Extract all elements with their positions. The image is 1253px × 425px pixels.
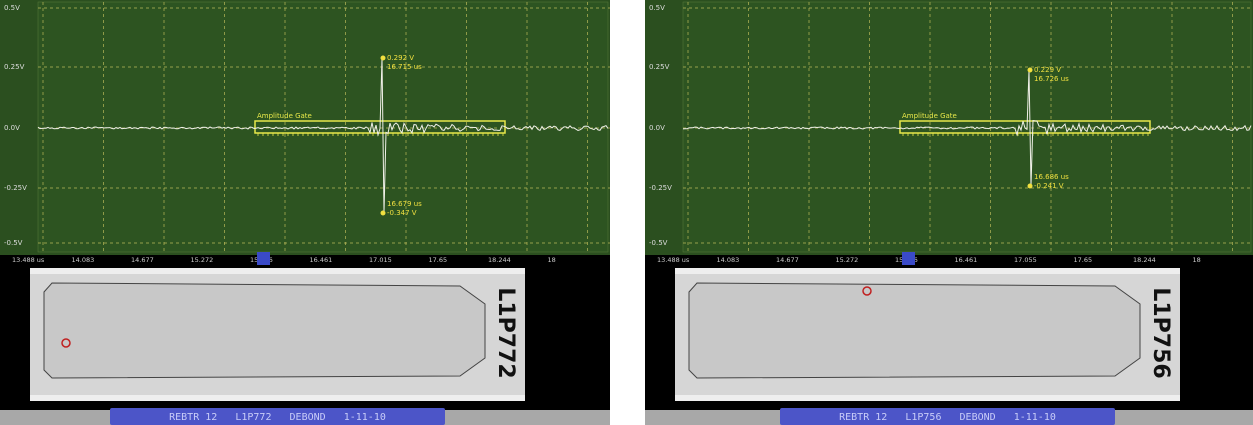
amplitude-gate [899, 120, 1151, 134]
scope-panel: 0.5V 0.25V 0.0V -0.25V -0.5V Amplitude Gate 0.… [0, 0, 610, 425]
waveform [37, 57, 609, 214]
caption: REBTR 12 L1P772 DEBOND 1-11-10 [169, 412, 386, 423]
gate-label: Amplitude Gate [257, 112, 312, 120]
x-axis-label: 18.244 [488, 256, 511, 264]
plot-area [37, 1, 609, 253]
y-axis-label: -0.5V [649, 239, 668, 247]
y-axis-label: 0.25V [649, 63, 670, 71]
x-axis-label: 17.055 [1014, 256, 1037, 264]
trough-value: -0.241 V [1034, 182, 1064, 190]
trough-cursor [1027, 183, 1033, 189]
plate-edge [675, 268, 1180, 274]
x-axis-label: 15.272 [191, 256, 214, 264]
peak-cursor [1027, 67, 1033, 73]
plate-edge [30, 268, 525, 274]
x-axis-label: 18 [1193, 256, 1201, 264]
x-axis-label: 16.461 [955, 256, 978, 264]
plate-edge [30, 395, 525, 401]
x-axis-label: 13.488 us [12, 256, 45, 264]
peak-time: 16.715 us [387, 63, 422, 71]
specimen-id: L1P772 [493, 287, 518, 378]
y-axis-label: 0.5V [4, 4, 20, 12]
caption: REBTR 12 L1P756 DEBOND 1-11-10 [839, 412, 1056, 423]
position-marker [257, 252, 270, 265]
x-axis-label: 16.461 [310, 256, 333, 264]
caption-box [780, 408, 1115, 425]
x-axis-label: 17.015 [369, 256, 392, 264]
gate-label: Amplitude Gate [902, 112, 957, 120]
defect-marker [862, 286, 872, 296]
position-marker [902, 252, 915, 265]
trough-cursor [380, 210, 386, 216]
peak-value: 0.292 V [387, 54, 414, 62]
y-axis-label: 0.25V [4, 63, 25, 71]
peak-time: 16.726 us [1034, 75, 1069, 83]
x-axis-label: 14.677 [776, 256, 799, 264]
specimen-id: L1P756 [1148, 287, 1173, 378]
scope-panel: 0.5V 0.25V 0.0V -0.25V -0.5V Amplitude Gate 0.… [645, 0, 1253, 425]
y-axis-label: 0.0V [4, 124, 20, 132]
peak-value: 0.229 V [1034, 66, 1061, 74]
debond-outline [688, 282, 1141, 379]
y-axis-label: -0.5V [4, 239, 23, 247]
waveform [682, 69, 1252, 187]
peak-cursor [380, 55, 386, 61]
x-axis-label: 14.083 [717, 256, 740, 264]
debond-outline [43, 282, 486, 379]
y-axis-label: -0.25V [4, 184, 27, 192]
trough-time: 16.686 us [1034, 173, 1069, 181]
x-axis-label: 18 [548, 256, 556, 264]
x-axis-label: 17.65 [1074, 256, 1093, 264]
y-axis-label: -0.25V [649, 184, 672, 192]
y-axis-label: 0.5V [649, 4, 665, 12]
caption-box [110, 408, 445, 425]
x-axis-label: 13.488 us [657, 256, 690, 264]
x-axis-label: 14.677 [131, 256, 154, 264]
y-axis-label: 0.0V [649, 124, 665, 132]
defect-marker [61, 338, 71, 348]
x-axis-label: 15.272 [836, 256, 859, 264]
x-axis-label: 17.65 [429, 256, 448, 264]
trough-value: -0.347 V [387, 209, 417, 217]
x-axis-label: 14.083 [72, 256, 95, 264]
x-axis-label: 18.244 [1133, 256, 1156, 264]
trough-time: 16.679 us [387, 200, 422, 208]
plate-edge [675, 395, 1180, 401]
